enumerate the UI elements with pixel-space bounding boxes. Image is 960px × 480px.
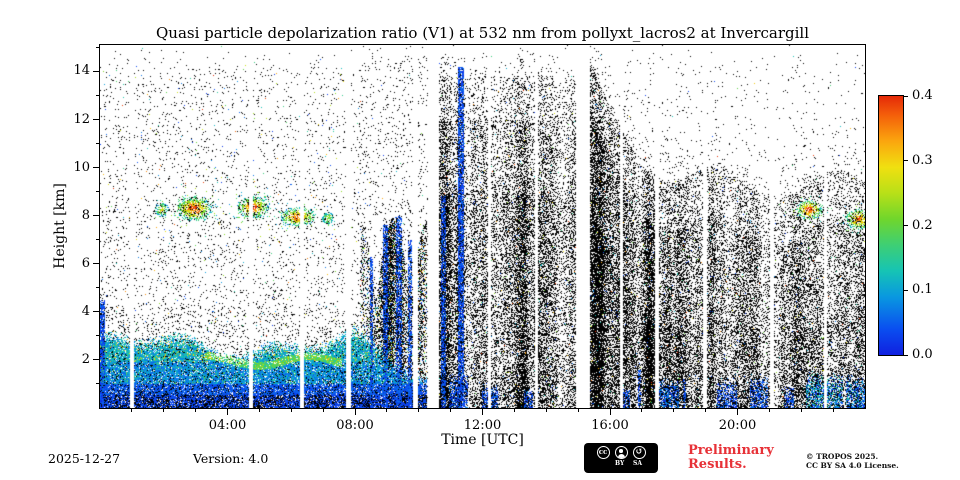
y-major-tick	[93, 359, 99, 361]
cc-by-person-icon	[614, 446, 628, 459]
copyright-note: © TROPOS 2025. CC BY SA 4.0 License.	[806, 452, 899, 470]
colorbar-gradient	[879, 96, 903, 355]
y-major-tick	[93, 311, 99, 313]
person-body-shape	[617, 453, 625, 458]
x-minor-tick	[418, 409, 420, 412]
preliminary-note: Preliminary Results.	[688, 444, 774, 472]
colorbar-tick	[904, 95, 908, 97]
preliminary-line1: Preliminary	[688, 443, 774, 458]
cc-badge-labels: BY SA	[584, 459, 658, 468]
colorbar-tick	[904, 225, 908, 226]
colorbar-tick-label: 0.2	[912, 217, 933, 233]
x-minor-tick	[131, 409, 133, 412]
y-major-tick	[93, 215, 99, 217]
colorbar-tick-label: 0.1	[912, 282, 933, 298]
y-axis-label: Height [km]	[52, 183, 68, 269]
cc-sa-label: SA	[633, 460, 642, 467]
x-minor-tick	[450, 409, 452, 412]
x-axis-label: Time [UTC]	[441, 432, 524, 448]
colorbar-tick	[904, 354, 908, 356]
cc-badge-icons: cc ↺	[584, 443, 658, 459]
x-major-tick	[227, 409, 228, 415]
heatmap-canvas	[100, 45, 865, 408]
y-minor-tick	[96, 94, 99, 96]
x-minor-tick	[641, 409, 643, 412]
x-minor-tick	[577, 409, 579, 412]
y-tick-label: 14	[73, 63, 90, 79]
x-minor-tick	[832, 409, 834, 412]
cc-by-label: BY	[615, 460, 625, 467]
colorbar-tick-label: 0.4	[912, 88, 933, 103]
x-minor-tick	[513, 409, 515, 412]
x-minor-tick	[673, 409, 675, 412]
person-head-shape	[619, 449, 623, 453]
y-tick-label: 12	[73, 111, 90, 127]
date-label: 2025-12-27	[48, 451, 121, 466]
y-minor-tick	[96, 46, 99, 48]
x-major-tick	[354, 409, 356, 415]
cc-sa-arrow-icon: ↺	[632, 446, 646, 459]
y-minor-tick	[96, 287, 99, 289]
copyright-line2: CC BY SA 4.0 License.	[806, 461, 899, 470]
x-minor-tick	[195, 409, 197, 412]
y-tick-label: 2	[81, 351, 90, 367]
y-major-tick	[93, 119, 99, 121]
plot-title: Quasi particle depolarization ratio (V1)…	[155, 24, 809, 42]
cc-by-sa-badge: cc ↺ BY SA	[584, 443, 658, 473]
y-major-tick	[93, 70, 99, 72]
colorbar-tick-label: 0.3	[912, 152, 933, 168]
y-minor-tick	[96, 383, 99, 385]
y-minor-tick	[96, 191, 99, 193]
x-major-tick	[737, 409, 738, 415]
copyright-line1: © TROPOS 2025.	[806, 452, 879, 461]
x-minor-tick	[386, 409, 388, 412]
y-minor-tick	[96, 239, 99, 241]
x-minor-tick	[545, 409, 547, 412]
sa-arrow-glyph: ↺	[635, 447, 643, 457]
y-tick-label: 4	[81, 303, 90, 319]
preliminary-line2: Results.	[688, 457, 747, 472]
y-tick-label: 10	[73, 159, 90, 175]
y-major-tick	[93, 263, 99, 265]
x-minor-tick	[258, 409, 260, 412]
x-minor-tick	[768, 409, 770, 412]
x-minor-tick	[163, 409, 165, 412]
cc-icon-text: cc	[598, 447, 608, 456]
cc-icon: cc	[596, 446, 610, 459]
colorbar-tick	[904, 160, 908, 162]
colorbar-tick	[904, 289, 908, 291]
y-minor-tick	[96, 335, 99, 337]
y-minor-tick	[96, 143, 99, 145]
version-label: Version: 4.0	[193, 451, 269, 466]
x-major-tick	[482, 409, 483, 415]
x-minor-tick	[322, 409, 324, 412]
colorbar-tick-label: 0.0	[912, 347, 933, 362]
x-minor-tick	[800, 409, 802, 412]
x-minor-tick	[705, 409, 707, 412]
y-major-tick	[93, 167, 99, 169]
x-minor-tick	[290, 409, 292, 412]
x-major-tick	[609, 409, 611, 415]
